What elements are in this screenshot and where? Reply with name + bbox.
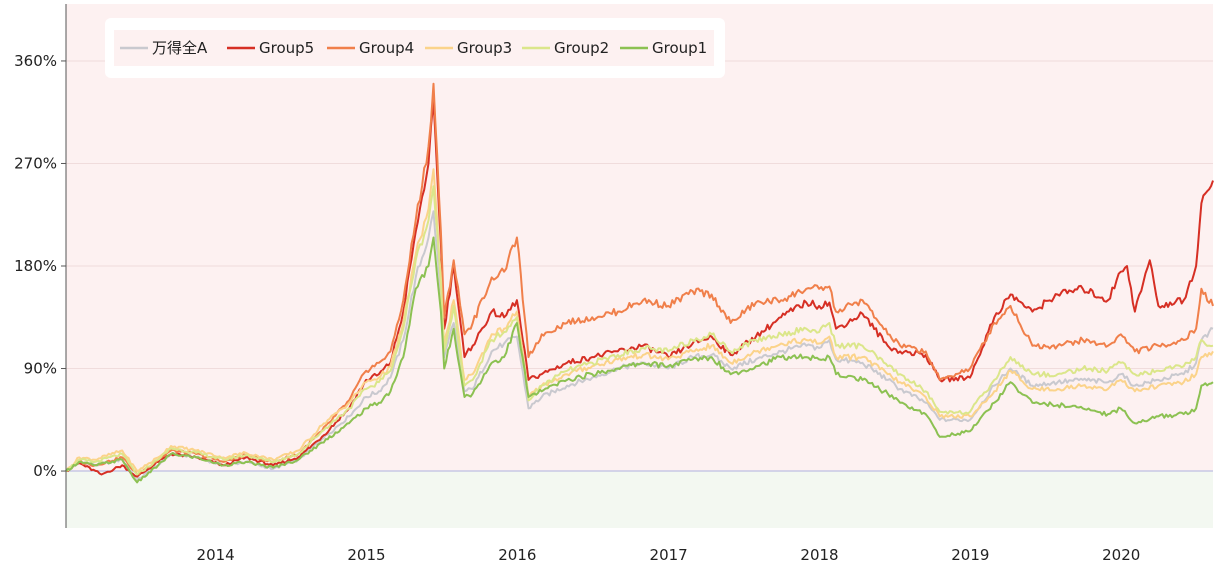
y-tick-label: 180% [14,257,57,275]
x-tick-label: 2017 [650,546,688,564]
y-tick-label: 360% [14,52,57,70]
legend-label-Group1: Group1 [652,39,707,57]
legend: 万得全A Group5 Group4 Group3 Group2 Group1 [105,18,725,78]
x-tick-label: 2016 [498,546,536,564]
legend-label-Group4: Group4 [359,39,414,57]
series-line-Group4 [65,82,1214,476]
y-tick-label: 90% [24,360,57,378]
x-tick-label: 2018 [800,546,838,564]
legend-label-Group2: Group2 [554,39,609,57]
series-line-Group1 [65,236,1214,484]
axes: 0% 90% 180% 270% 360% 2014 2015 2016 2017 2018 201… [14,4,1140,564]
legend-label-Group3: Group3 [457,39,512,57]
legend-inner [114,30,714,66]
series-line-Group5 [66,99,1214,478]
x-tick-label: 2015 [347,546,385,564]
x-tick-label: 2019 [951,546,989,564]
background-regions [66,4,1213,528]
y-tick-label: 0% [33,462,57,480]
legend-label-Group5: Group5 [259,39,314,57]
y-tick-label: 270% [14,154,57,172]
series-line-Group2 [65,185,1214,476]
series-line-Group3 [65,168,1214,472]
x-tick-label: 2014 [197,546,235,564]
x-tick-label: 2020 [1102,546,1140,564]
background-negative [66,471,1213,528]
legend-label-万得全A: 万得全A [152,39,208,57]
series-lines [65,82,1214,484]
